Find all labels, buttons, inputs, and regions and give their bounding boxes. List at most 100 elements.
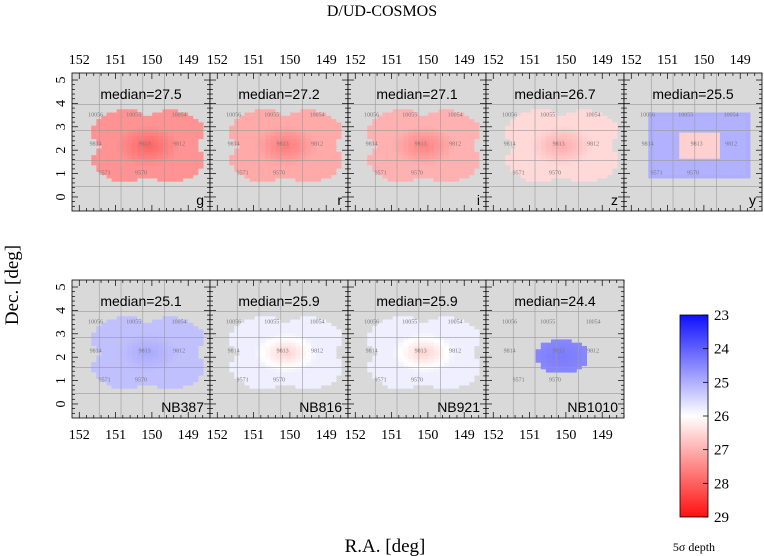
depth-cell: [305, 329, 311, 334]
depth-cell: [172, 345, 179, 350]
depth-cell: [438, 385, 444, 389]
depth-cell: [407, 352, 414, 356]
depth-cell: [239, 349, 245, 353]
depth-cell: [576, 132, 582, 136]
depth-cell: [177, 342, 184, 347]
depth-cell: [305, 142, 311, 146]
depth-cell: [167, 358, 173, 363]
depth-cell: [382, 378, 388, 383]
depth-cell: [566, 132, 572, 136]
depth-cell: [709, 171, 715, 176]
depth-cell: [413, 155, 419, 159]
depth-cell: [254, 132, 261, 136]
depth-cell: [448, 178, 455, 182]
depth-cell: [377, 138, 383, 143]
depth-cell: [428, 168, 434, 172]
depth-cell: [540, 168, 547, 172]
depth-cell: [106, 125, 112, 130]
depth-cell: [377, 322, 383, 327]
depth-cell: [520, 168, 526, 172]
depth-cell: [678, 115, 685, 120]
depth-cell: [244, 161, 250, 166]
depth-cell: [443, 109, 449, 113]
depth-cell: [734, 115, 741, 120]
depth-cell: [106, 148, 112, 153]
depth-cell: [581, 135, 587, 140]
depth-cell: [305, 322, 311, 327]
depth-cell: [387, 329, 394, 334]
depth-cell: [428, 138, 434, 143]
depth-cell: [116, 115, 123, 120]
depth-cell: [142, 329, 148, 334]
depth-cell: [729, 132, 736, 136]
depth-cell: [545, 158, 552, 163]
depth-cell: [300, 381, 306, 386]
depth-cell: [111, 335, 118, 340]
depth-cell: [428, 119, 434, 123]
patch-label: 10054: [448, 112, 463, 118]
depth-cell: [709, 119, 715, 123]
depth-cell: [377, 365, 383, 370]
depth-cell: [254, 352, 261, 356]
depth-cell: [121, 148, 128, 153]
depth-cell: [397, 335, 404, 340]
depth-cell: [275, 155, 281, 159]
depth-cell: [463, 375, 470, 379]
depth-cell: [392, 345, 399, 350]
depth-cell: [142, 168, 148, 172]
depth-cell: [239, 358, 245, 363]
depth-cell: [300, 164, 306, 169]
depth-cell: [407, 345, 414, 350]
depth-cell: [275, 142, 281, 146]
depth-cell: [162, 109, 168, 113]
depth-cell: [239, 329, 245, 334]
depth-cell: [561, 168, 567, 172]
depth-cell: [433, 168, 439, 172]
depth-cell: [397, 145, 404, 149]
depth-cell: [264, 316, 271, 320]
depth-cell: [310, 385, 317, 389]
depth-cell: [535, 178, 542, 182]
depth-cell: [556, 138, 562, 143]
depth-cell: [182, 171, 189, 176]
depth-cell: [325, 138, 332, 143]
depth-cell: [458, 355, 465, 360]
depth-cell: [392, 339, 399, 343]
depth-cell: [694, 142, 700, 146]
colorbar-tick-label: 23: [714, 308, 729, 324]
depth-cell: [699, 132, 705, 136]
depth-cell: [606, 158, 613, 163]
depth-cell: [458, 115, 465, 120]
depth-cell: [683, 174, 690, 179]
depth-cell: [367, 125, 373, 130]
depth-cell: [397, 109, 404, 113]
depth-cell: [387, 352, 394, 356]
depth-cell: [249, 335, 256, 340]
depth-cell: [177, 345, 184, 350]
depth-cell: [280, 125, 286, 130]
depth-cell: [418, 368, 424, 373]
depth-cell: [137, 119, 143, 123]
depth-cell: [402, 145, 409, 149]
depth-cell: [418, 339, 424, 343]
depth-cell: [147, 145, 153, 149]
depth-cell: [377, 164, 383, 169]
depth-cell: [249, 138, 256, 143]
depth-cell: [315, 358, 322, 363]
depth-cell: [167, 332, 173, 337]
depth-cell: [137, 164, 143, 169]
depth-cell: [387, 142, 394, 146]
depth-cell: [290, 155, 296, 159]
patch-label: 9813: [139, 349, 151, 355]
depth-cell: [525, 164, 532, 169]
depth-cell: [392, 125, 399, 130]
depth-cell: [177, 371, 184, 376]
depth-cell: [407, 171, 414, 176]
depth-cell: [397, 158, 404, 163]
depth-cell: [126, 385, 133, 389]
depth-cell: [259, 335, 266, 340]
depth-cell: [392, 371, 399, 376]
depth-cell: [182, 322, 189, 327]
depth-cell: [413, 362, 419, 366]
depth-cell: [556, 125, 562, 130]
